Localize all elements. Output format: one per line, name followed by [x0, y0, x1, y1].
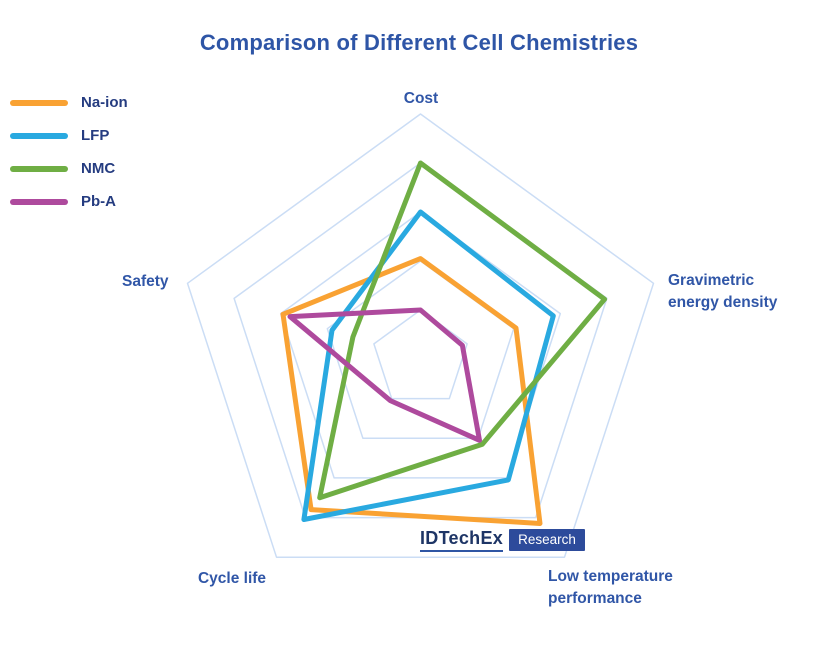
axis-label-safety: Safety	[122, 273, 169, 290]
legend-swatch-lfp	[10, 132, 68, 139]
legend-swatch-nmc	[10, 165, 68, 172]
idtechex-logo-research-badge: Research	[509, 529, 585, 551]
axis-label-cost: Cost	[403, 90, 439, 107]
axis-label-cycle-life: Cycle life	[197, 570, 267, 587]
grid-ring-5	[186, 113, 655, 558]
idtechex-logo-brand: IDTechEx	[420, 528, 504, 552]
legend-item-na-ion: Na-ion	[10, 93, 128, 112]
series-polygon-lfp	[301, 209, 556, 522]
chart-title: Comparison of Different Cell Chemistries	[199, 30, 639, 55]
series-polygon-na-ion	[280, 256, 543, 526]
grid-ring-3	[279, 211, 562, 479]
legend-item-nmc: NMC	[10, 159, 128, 178]
legend-swatch-pb-a	[10, 198, 68, 205]
legend-label-na-ion: Na-ion	[81, 94, 128, 111]
legend-item-pb-a: Pb-A	[10, 192, 128, 211]
legend-label-pb-a: Pb-A	[81, 193, 116, 210]
legend-label-lfp: LFP	[81, 127, 110, 144]
axis-label-gravimetric-energy-density: Gravimetric energy density	[668, 272, 778, 312]
grid-ring-1	[373, 309, 468, 400]
legend-swatch-na-ion	[10, 99, 68, 106]
series-polygon-pb-a	[287, 307, 482, 443]
legend-item-lfp: LFP	[10, 126, 128, 145]
legend: Na-ion LFP NMC Pb-A	[10, 93, 128, 225]
idtechex-logo: IDTechEx Research	[420, 528, 585, 552]
axis-label-low-temperature-performance: Low temperature performance	[548, 568, 673, 608]
legend-label-nmc: NMC	[81, 160, 116, 177]
series-polygon-nmc	[317, 160, 608, 501]
